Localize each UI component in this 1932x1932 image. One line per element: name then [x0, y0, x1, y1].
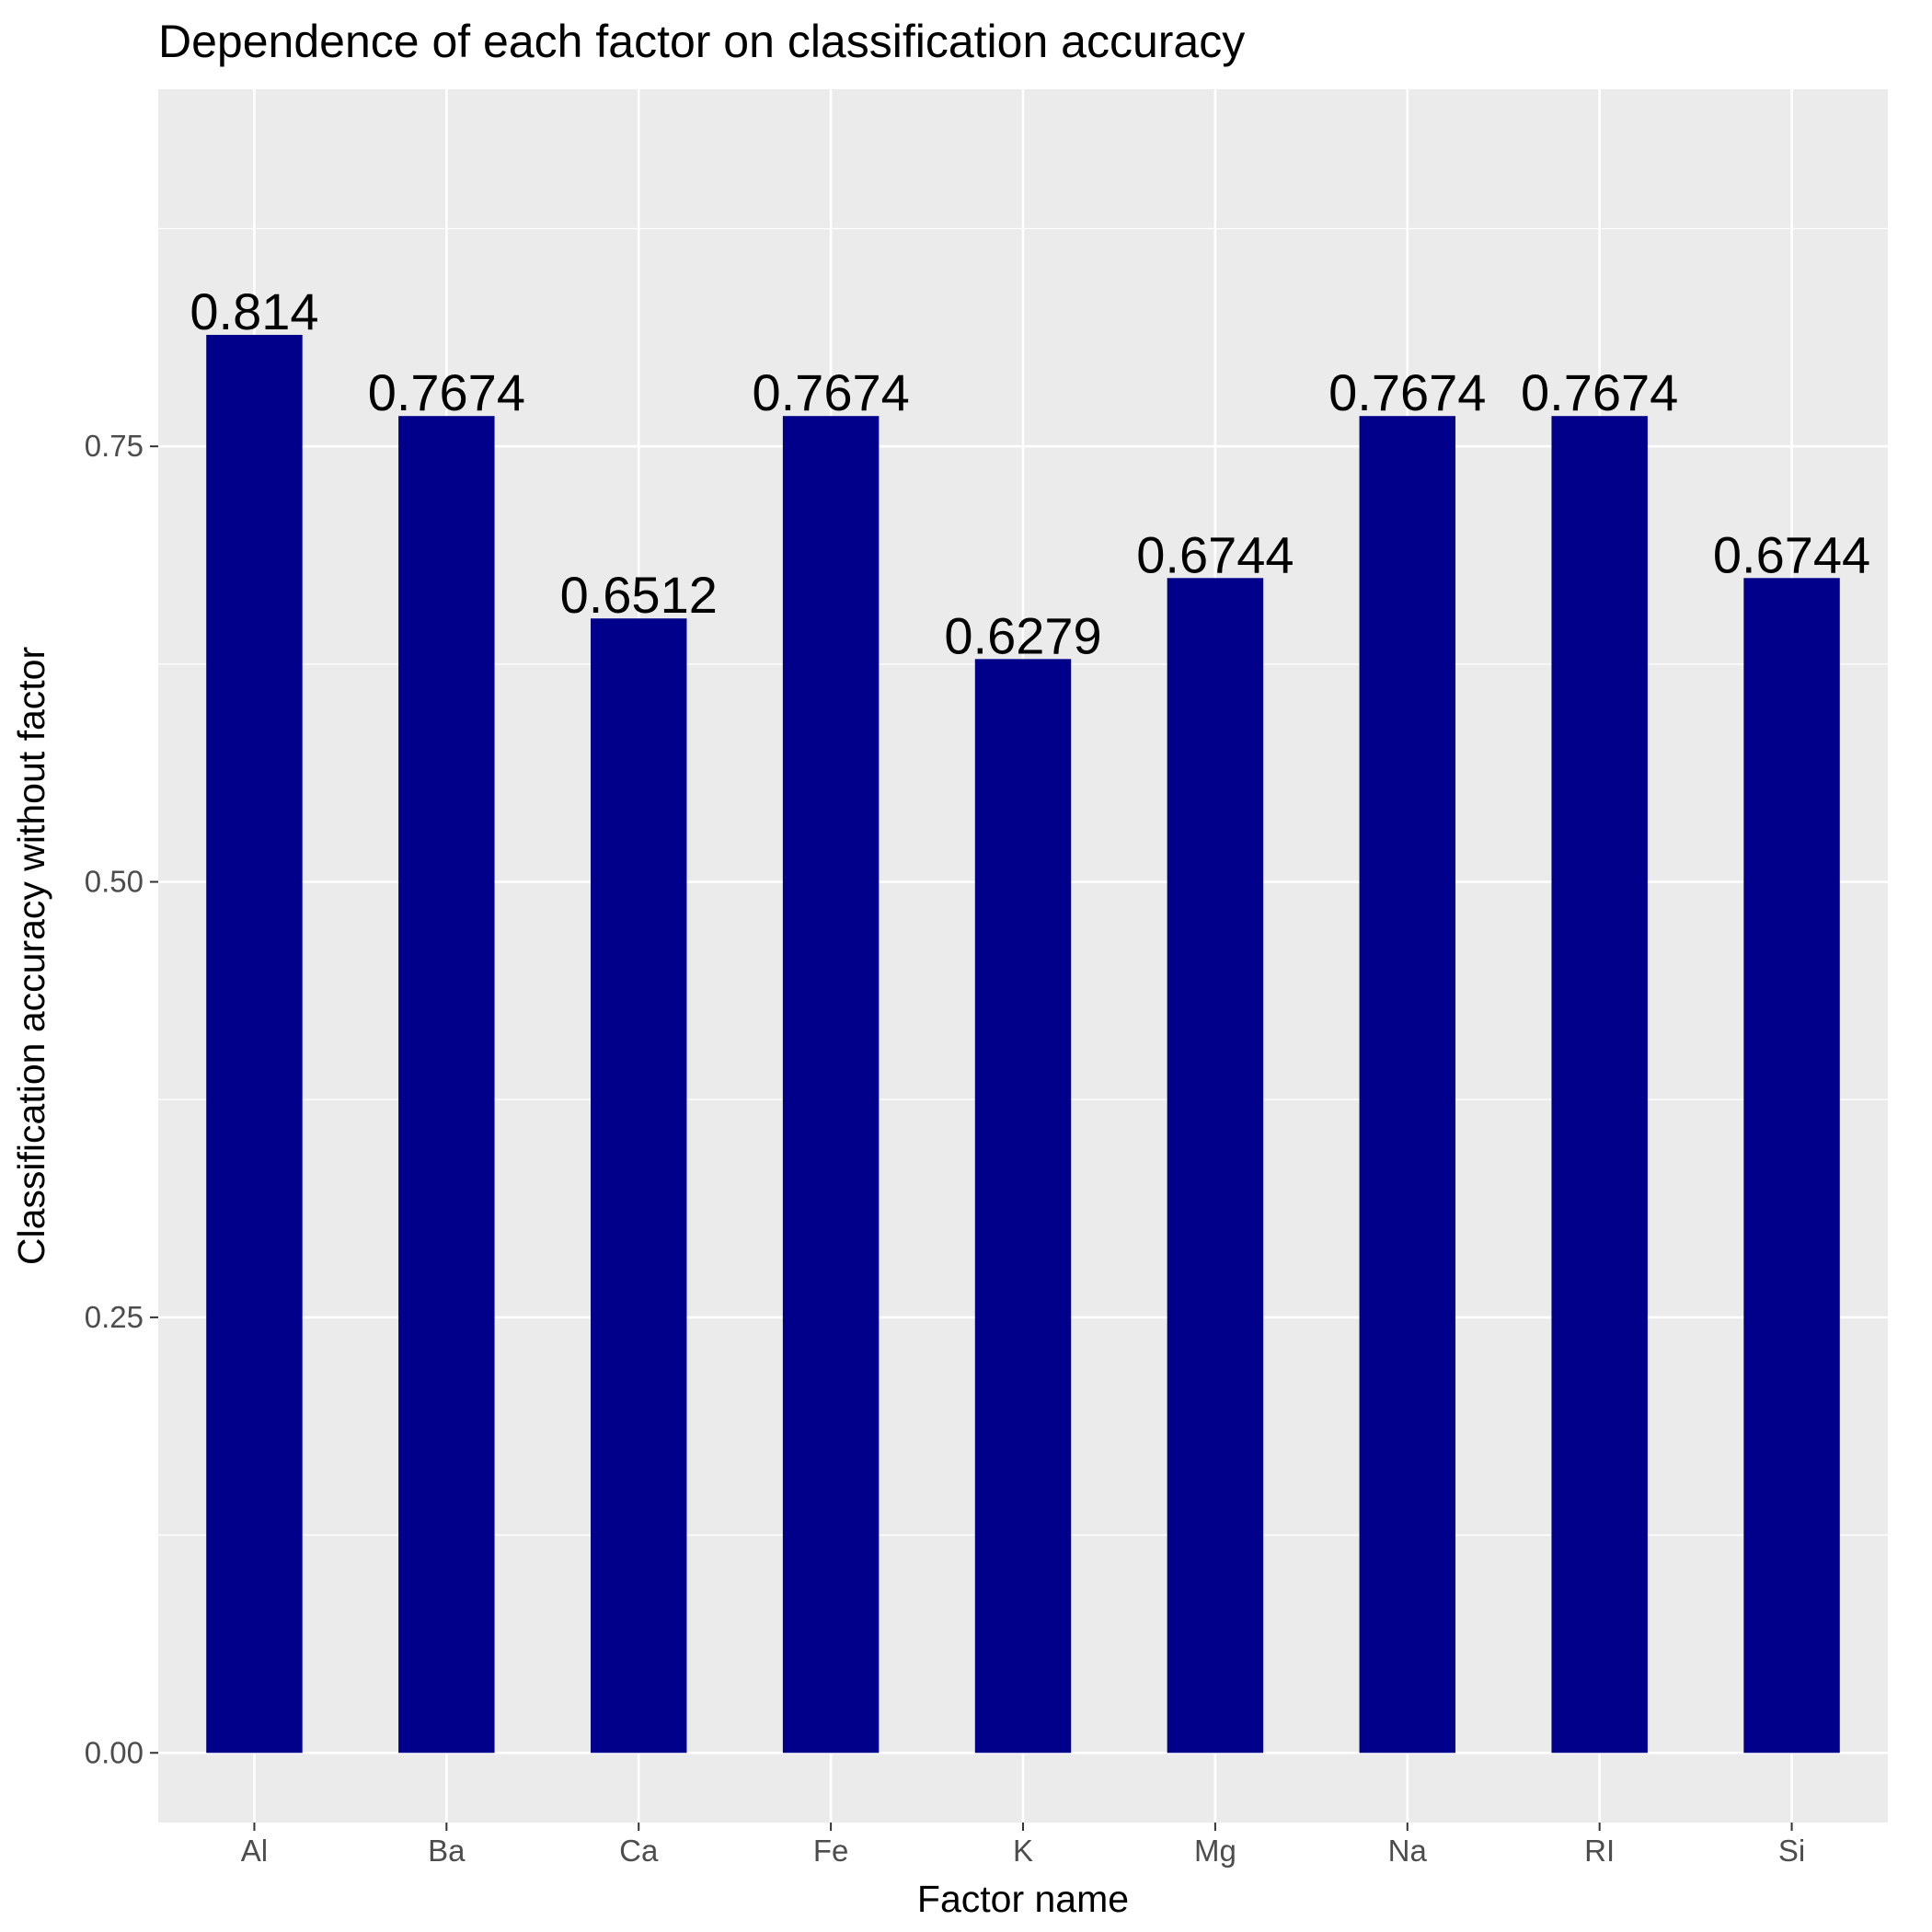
bar-ri [1551, 416, 1647, 1753]
x-tick-label: Mg [1194, 1834, 1236, 1868]
data-label: 0.7674 [368, 363, 525, 421]
x-tick-label: Na [1388, 1834, 1428, 1868]
y-tick-label: 0.50 [85, 865, 144, 899]
x-axis: Al Ba Ca Fe K Mg Na RI Si [241, 1823, 1805, 1868]
chart-title: Dependence of each factor on classificat… [158, 16, 1245, 67]
data-label: 0.6744 [1713, 525, 1870, 583]
y-tick-label: 0.75 [85, 429, 144, 463]
y-axis: 0.00 0.25 0.50 0.75 [85, 429, 158, 1769]
bar-fe [783, 416, 879, 1753]
x-tick-label: Si [1778, 1834, 1805, 1868]
data-label: 0.6512 [560, 566, 718, 624]
bar-al [206, 335, 302, 1753]
x-tick-label: Ba [428, 1834, 466, 1868]
data-label: 0.7674 [1521, 363, 1678, 421]
x-tick-label: K [1013, 1834, 1033, 1868]
bar-si [1743, 578, 1839, 1753]
y-axis-title: Classification accuracy without factor [10, 647, 52, 1265]
bar-mg [1167, 578, 1263, 1753]
x-tick-label: Fe [813, 1834, 849, 1868]
x-tick-label: Ca [619, 1834, 659, 1868]
bar-ba [398, 416, 494, 1753]
y-tick-label: 0.25 [85, 1300, 144, 1334]
data-label: 0.7674 [752, 363, 909, 421]
data-label: 0.7674 [1328, 363, 1486, 421]
data-label: 0.6279 [944, 606, 1101, 664]
data-label: 0.814 [190, 282, 318, 340]
y-tick-label: 0.00 [85, 1735, 144, 1769]
x-tick-label: Al [241, 1834, 268, 1868]
x-tick-label: RI [1584, 1834, 1615, 1868]
bar-ca [591, 618, 686, 1753]
bar-na [1360, 416, 1455, 1753]
x-axis-title: Factor name [917, 1878, 1129, 1920]
data-label: 0.6744 [1136, 525, 1294, 583]
bar-k [975, 659, 1071, 1753]
